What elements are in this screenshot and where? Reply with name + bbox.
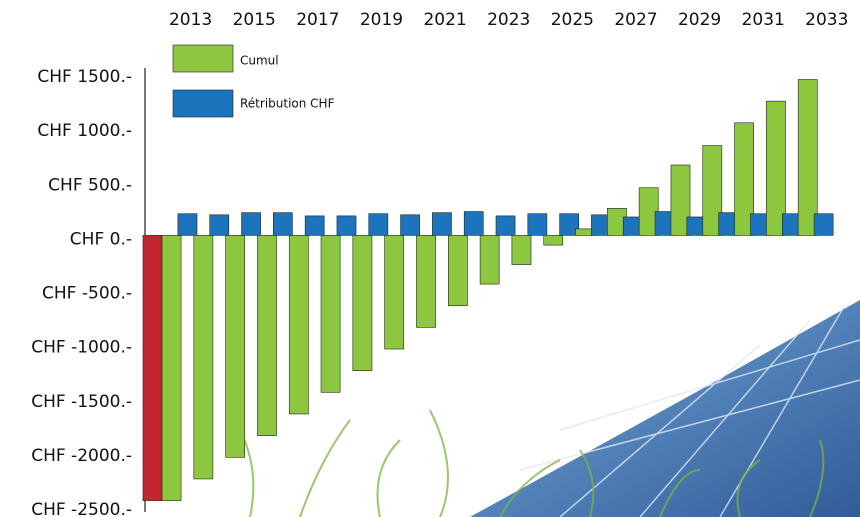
x-tick-label: 2023 <box>487 10 530 30</box>
bar <box>288 235 309 415</box>
x-tick-label: 2019 <box>360 10 403 30</box>
bar <box>813 213 834 236</box>
y-tick-label: CHF -2500.- <box>31 500 132 517</box>
y-tick-label: CHF 1500.- <box>37 67 132 87</box>
bar <box>432 212 452 236</box>
bar <box>177 213 198 236</box>
y-tick-label: CHF -1000.- <box>31 338 132 358</box>
bar <box>559 213 580 236</box>
x-tick-label: 2031 <box>742 10 785 30</box>
background-decoration <box>239 300 860 517</box>
x-tick-label: 2017 <box>296 10 339 30</box>
bar <box>225 235 246 458</box>
x-tick-label: 2015 <box>233 10 276 30</box>
y-tick-label: CHF 1000.- <box>37 121 132 141</box>
x-tick-label: 2025 <box>551 10 594 30</box>
bar <box>400 214 420 236</box>
bar <box>797 79 818 236</box>
bar <box>368 213 389 236</box>
bar <box>193 235 214 480</box>
legend-label: Rétribution CHF <box>240 97 335 111</box>
bar <box>241 212 261 236</box>
bar <box>543 235 564 246</box>
bar <box>447 235 468 307</box>
x-tick-label: 2027 <box>614 10 657 30</box>
bar <box>766 100 786 236</box>
bar <box>142 235 163 501</box>
bar <box>670 164 691 236</box>
bar <box>320 235 341 393</box>
x-tick-label: 2029 <box>678 10 721 30</box>
x-tick-label: 2013 <box>169 10 212 30</box>
bar <box>384 235 405 350</box>
y-tick-label: CHF 500.- <box>48 175 132 195</box>
y-tick-label: CHF 0.- <box>70 229 132 249</box>
bar <box>734 122 754 236</box>
bar <box>336 215 357 236</box>
bar <box>416 235 436 328</box>
bar <box>304 215 325 236</box>
bar <box>463 211 484 236</box>
bar <box>257 235 277 436</box>
bar <box>527 213 548 236</box>
bar <box>479 235 500 285</box>
x-tick-label: 2033 <box>805 10 848 30</box>
bar <box>495 215 516 236</box>
legend-label: Cumul <box>240 54 279 68</box>
bar <box>209 214 230 236</box>
y-tick-label: CHF -1500.- <box>31 392 132 412</box>
y-tick-label: CHF -500.- <box>42 284 132 304</box>
bar <box>161 235 182 501</box>
x-tick-label: 2021 <box>423 10 466 30</box>
bar <box>273 212 293 236</box>
bar <box>702 145 723 236</box>
bar <box>511 235 532 265</box>
y-tick-label: CHF -2000.- <box>31 446 132 466</box>
legend-swatch <box>172 44 234 73</box>
bar <box>352 235 373 371</box>
legend-swatch <box>172 89 234 118</box>
